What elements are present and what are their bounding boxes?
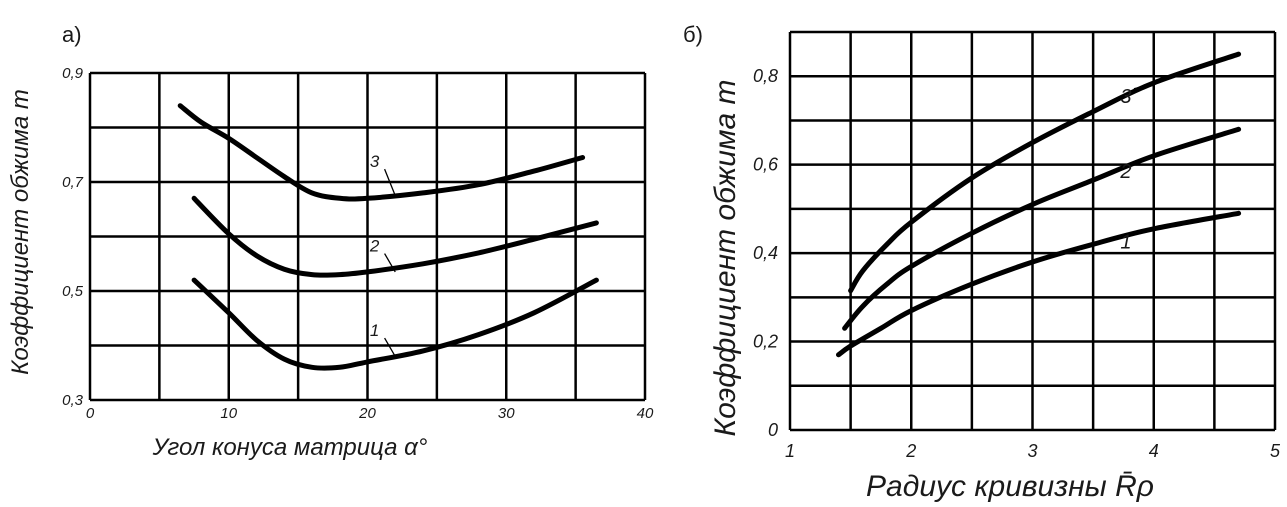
data-series-3-line: [177, 103, 586, 202]
y-axis-title: Коэффициент обжима m: [709, 79, 742, 436]
series-label-leader: [384, 253, 396, 273]
y-tick-label: 0,8: [753, 66, 778, 86]
series-label-leader: [1133, 85, 1146, 90]
y-tick-label: 0,5: [62, 283, 84, 300]
series-label-3: 3: [370, 152, 380, 171]
chart-panel-b: б) 1 2 3 4 5 0 0,2 0,4 0,6 0,8 Радиус кривизны R̄ρ К…: [683, 22, 1281, 503]
x-tick-label: 20: [358, 405, 376, 422]
y-tick-label: 0,6: [753, 155, 779, 175]
series-label-2: 2: [369, 237, 380, 256]
series-label-leader: [1133, 158, 1147, 165]
panel-label-b: б): [683, 22, 703, 47]
y-tick-label: 0,2: [753, 332, 778, 352]
y-tick-label: 0: [768, 420, 778, 440]
series-label-leader: [384, 337, 396, 357]
x-tick-label: 5: [1270, 441, 1281, 461]
y-axis-title: Коэффициент обжима m: [7, 89, 34, 375]
series-label-leader: [1133, 231, 1146, 236]
data-series-2-line: [191, 195, 599, 278]
series-label-leader: [383, 168, 396, 196]
series-label-3: 3: [1120, 86, 1131, 108]
x-axis-title: Радиус кривизны R̄ρ: [866, 470, 1154, 503]
x-tick-label: 0: [86, 405, 95, 422]
y-tick-label: 0,7: [62, 174, 84, 191]
y-tick-label: 0,9: [62, 65, 84, 82]
data-series-1-line: [836, 210, 1242, 358]
series-label-1: 1: [370, 321, 379, 340]
series-label-1: 1: [1120, 232, 1131, 254]
panel-label-a: а): [62, 22, 82, 47]
x-tick-label: 2: [905, 441, 916, 461]
x-tick-label: 10: [220, 405, 237, 422]
y-tick-label: 0,3: [62, 392, 84, 409]
x-tick-label: 4: [1149, 441, 1159, 461]
series-label-2: 2: [1119, 161, 1131, 183]
data-series-3-line: [848, 51, 1242, 294]
chart-panel-a: а) 0 10 20 30 40 0,3 0,5 0,7 0,9 Угол конуса матри…: [7, 22, 654, 461]
x-tick-label: 1: [785, 441, 795, 461]
x-tick-label: 30: [498, 405, 515, 422]
x-tick-label: 40: [637, 405, 654, 422]
x-tick-label: 3: [1027, 441, 1037, 461]
data-series-1-line: [191, 277, 599, 371]
y-tick-label: 0,4: [753, 243, 778, 263]
x-axis-title: Угол конуса матрица α°: [152, 434, 428, 461]
